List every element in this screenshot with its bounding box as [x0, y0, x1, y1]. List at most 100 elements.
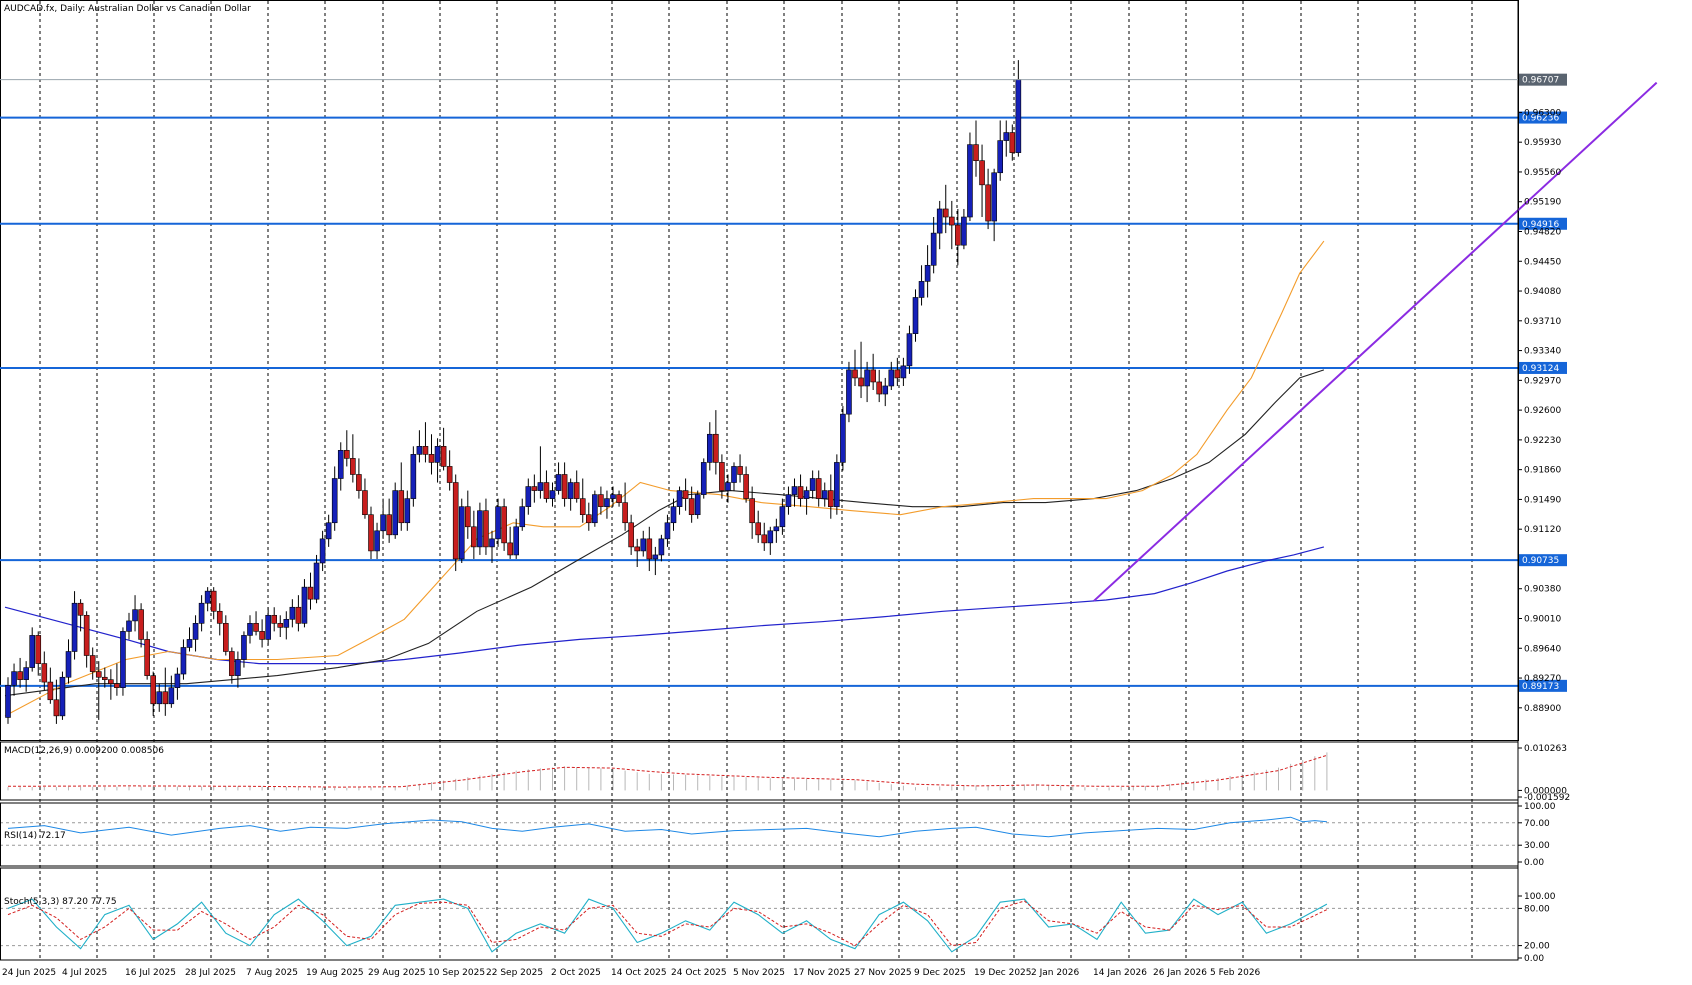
price-level-label: 0.94916: [1522, 220, 1559, 230]
x-tick-label: 24 Oct 2025: [671, 968, 727, 978]
price-level-tag: [1519, 361, 1567, 374]
candle-body: [616, 494, 622, 503]
stoch-tick-label: 20.00: [1524, 942, 1550, 952]
candle-body: [446, 466, 453, 483]
y-tick-label: 0.92600: [1524, 406, 1561, 416]
candle-body: [386, 514, 392, 536]
stoch-panel: 100.00 80.00 20.00 0.00: [0, 892, 1556, 964]
candle-body: [592, 494, 598, 524]
candle-body: [271, 614, 278, 624]
candle-body: [846, 369, 852, 415]
x-tick-label: 14 Jan 2026: [1093, 968, 1147, 978]
y-tick-label: 0.94820: [1524, 227, 1561, 237]
stoch-signal-line: [7, 900, 1328, 947]
candle-body: [507, 542, 513, 556]
candle-body: [156, 691, 163, 705]
y-tick-label: 0.94450: [1524, 257, 1561, 267]
rsi-title: RSI(14) 72.17: [4, 831, 66, 841]
candle-body: [743, 474, 749, 499]
candle-body: [955, 224, 961, 246]
candle-body: [628, 522, 634, 548]
x-tick-label: 26 Jan 2026: [1153, 968, 1207, 978]
candle-body: [77, 602, 84, 616]
candle-body: [809, 478, 816, 491]
candle-body: [501, 506, 507, 544]
y-tick-label: 0.91120: [1524, 525, 1561, 535]
candle-body: [458, 506, 465, 560]
candle-body: [991, 172, 997, 222]
candle-body: [979, 160, 985, 186]
candle-body: [870, 369, 876, 383]
x-tick-label: 19 Dec 2025: [974, 968, 1032, 978]
candle-body: [700, 462, 707, 495]
x-tick-label: 2 Jan 2026: [1031, 968, 1079, 978]
candle-body: [894, 369, 901, 379]
candle-body: [622, 502, 628, 524]
candle-body: [688, 498, 695, 516]
y-tick-label: 0.91490: [1524, 495, 1561, 505]
macd-signal-line: [7, 754, 1328, 788]
candle-body: [132, 609, 138, 622]
candle-body: [17, 671, 23, 680]
candle-body: [652, 554, 659, 560]
y-tick-label: 0.93710: [1524, 317, 1561, 327]
ascending-trend-line[interactable]: [1093, 81, 1658, 602]
candle-body: [803, 490, 810, 499]
candle-body: [489, 538, 495, 548]
y-tick-label: 0.95190: [1524, 198, 1561, 208]
candle-body: [531, 486, 538, 491]
price-axis: 0.96300 0.95930 0.95560 0.95190 0.94820 0.944…: [0, 0, 1567, 960]
candle-body: [519, 506, 526, 528]
y-tick-label: 0.88900: [1524, 704, 1561, 714]
candle-body: [404, 498, 411, 524]
candle-body: [368, 514, 374, 552]
macd-panel: 0.010263 0.000000-0.001592: [7, 744, 1570, 803]
horizontal-levels[interactable]: 0.96236 0.94916 0.93124 0.90735 0.89173: [0, 111, 1567, 692]
candle-body: [719, 462, 725, 491]
rsi-tick-label: 0.00: [1524, 858, 1544, 868]
candle-body: [797, 486, 804, 499]
time-axis: 24 Jun 2025 4 Jul 2025 16 Jul 2025 28 Jul 2…: [0, 959, 1518, 978]
candle-body: [555, 474, 562, 491]
candle-body: [549, 490, 556, 499]
x-tick-label: 22 Sep 2025: [486, 968, 543, 978]
current-price-label: 0.96707: [1522, 76, 1559, 86]
price-level-tag: [1519, 679, 1567, 692]
candle-body: [936, 208, 943, 234]
candle-body: [579, 498, 586, 516]
stoch-tick-label: 80.00: [1524, 904, 1550, 914]
x-tick-label: 19 Aug 2025: [306, 968, 364, 978]
candle-body: [289, 606, 296, 620]
candle-body: [610, 494, 616, 499]
candle-body: [791, 486, 798, 495]
candle-body: [283, 619, 290, 628]
trend-line[interactable]: [1093, 81, 1658, 602]
candle-body: [23, 667, 29, 680]
x-tick-label: 9 Dec 2025: [914, 968, 966, 978]
x-tick-label: 5 Nov 2025: [733, 968, 785, 978]
candle-body: [942, 208, 949, 218]
candle-body: [961, 216, 967, 246]
candle-body: [229, 651, 235, 676]
candle-body: [247, 623, 253, 636]
candle-body: [253, 623, 259, 632]
candle-body: [35, 635, 42, 664]
candle-body: [47, 681, 54, 701]
y-tick-label: 0.89640: [1524, 644, 1561, 654]
candle-body: [108, 679, 114, 684]
x-tick-label: 4 Jul 2025: [62, 968, 107, 978]
candle-body: [852, 369, 858, 379]
price-level-tag: [1519, 111, 1567, 124]
candle-body: [464, 506, 471, 528]
x-tick-label: 7 Aug 2025: [246, 968, 298, 978]
stoch-tick-label: 100.00: [1524, 892, 1556, 902]
candle-body: [95, 671, 102, 678]
candle-body: [374, 530, 380, 552]
candle-body: [440, 446, 447, 467]
price-level-label: 0.93124: [1522, 364, 1559, 374]
candle-body: [731, 466, 737, 483]
candle-body: [967, 144, 973, 218]
price-level-label: 0.96236: [1522, 114, 1559, 124]
